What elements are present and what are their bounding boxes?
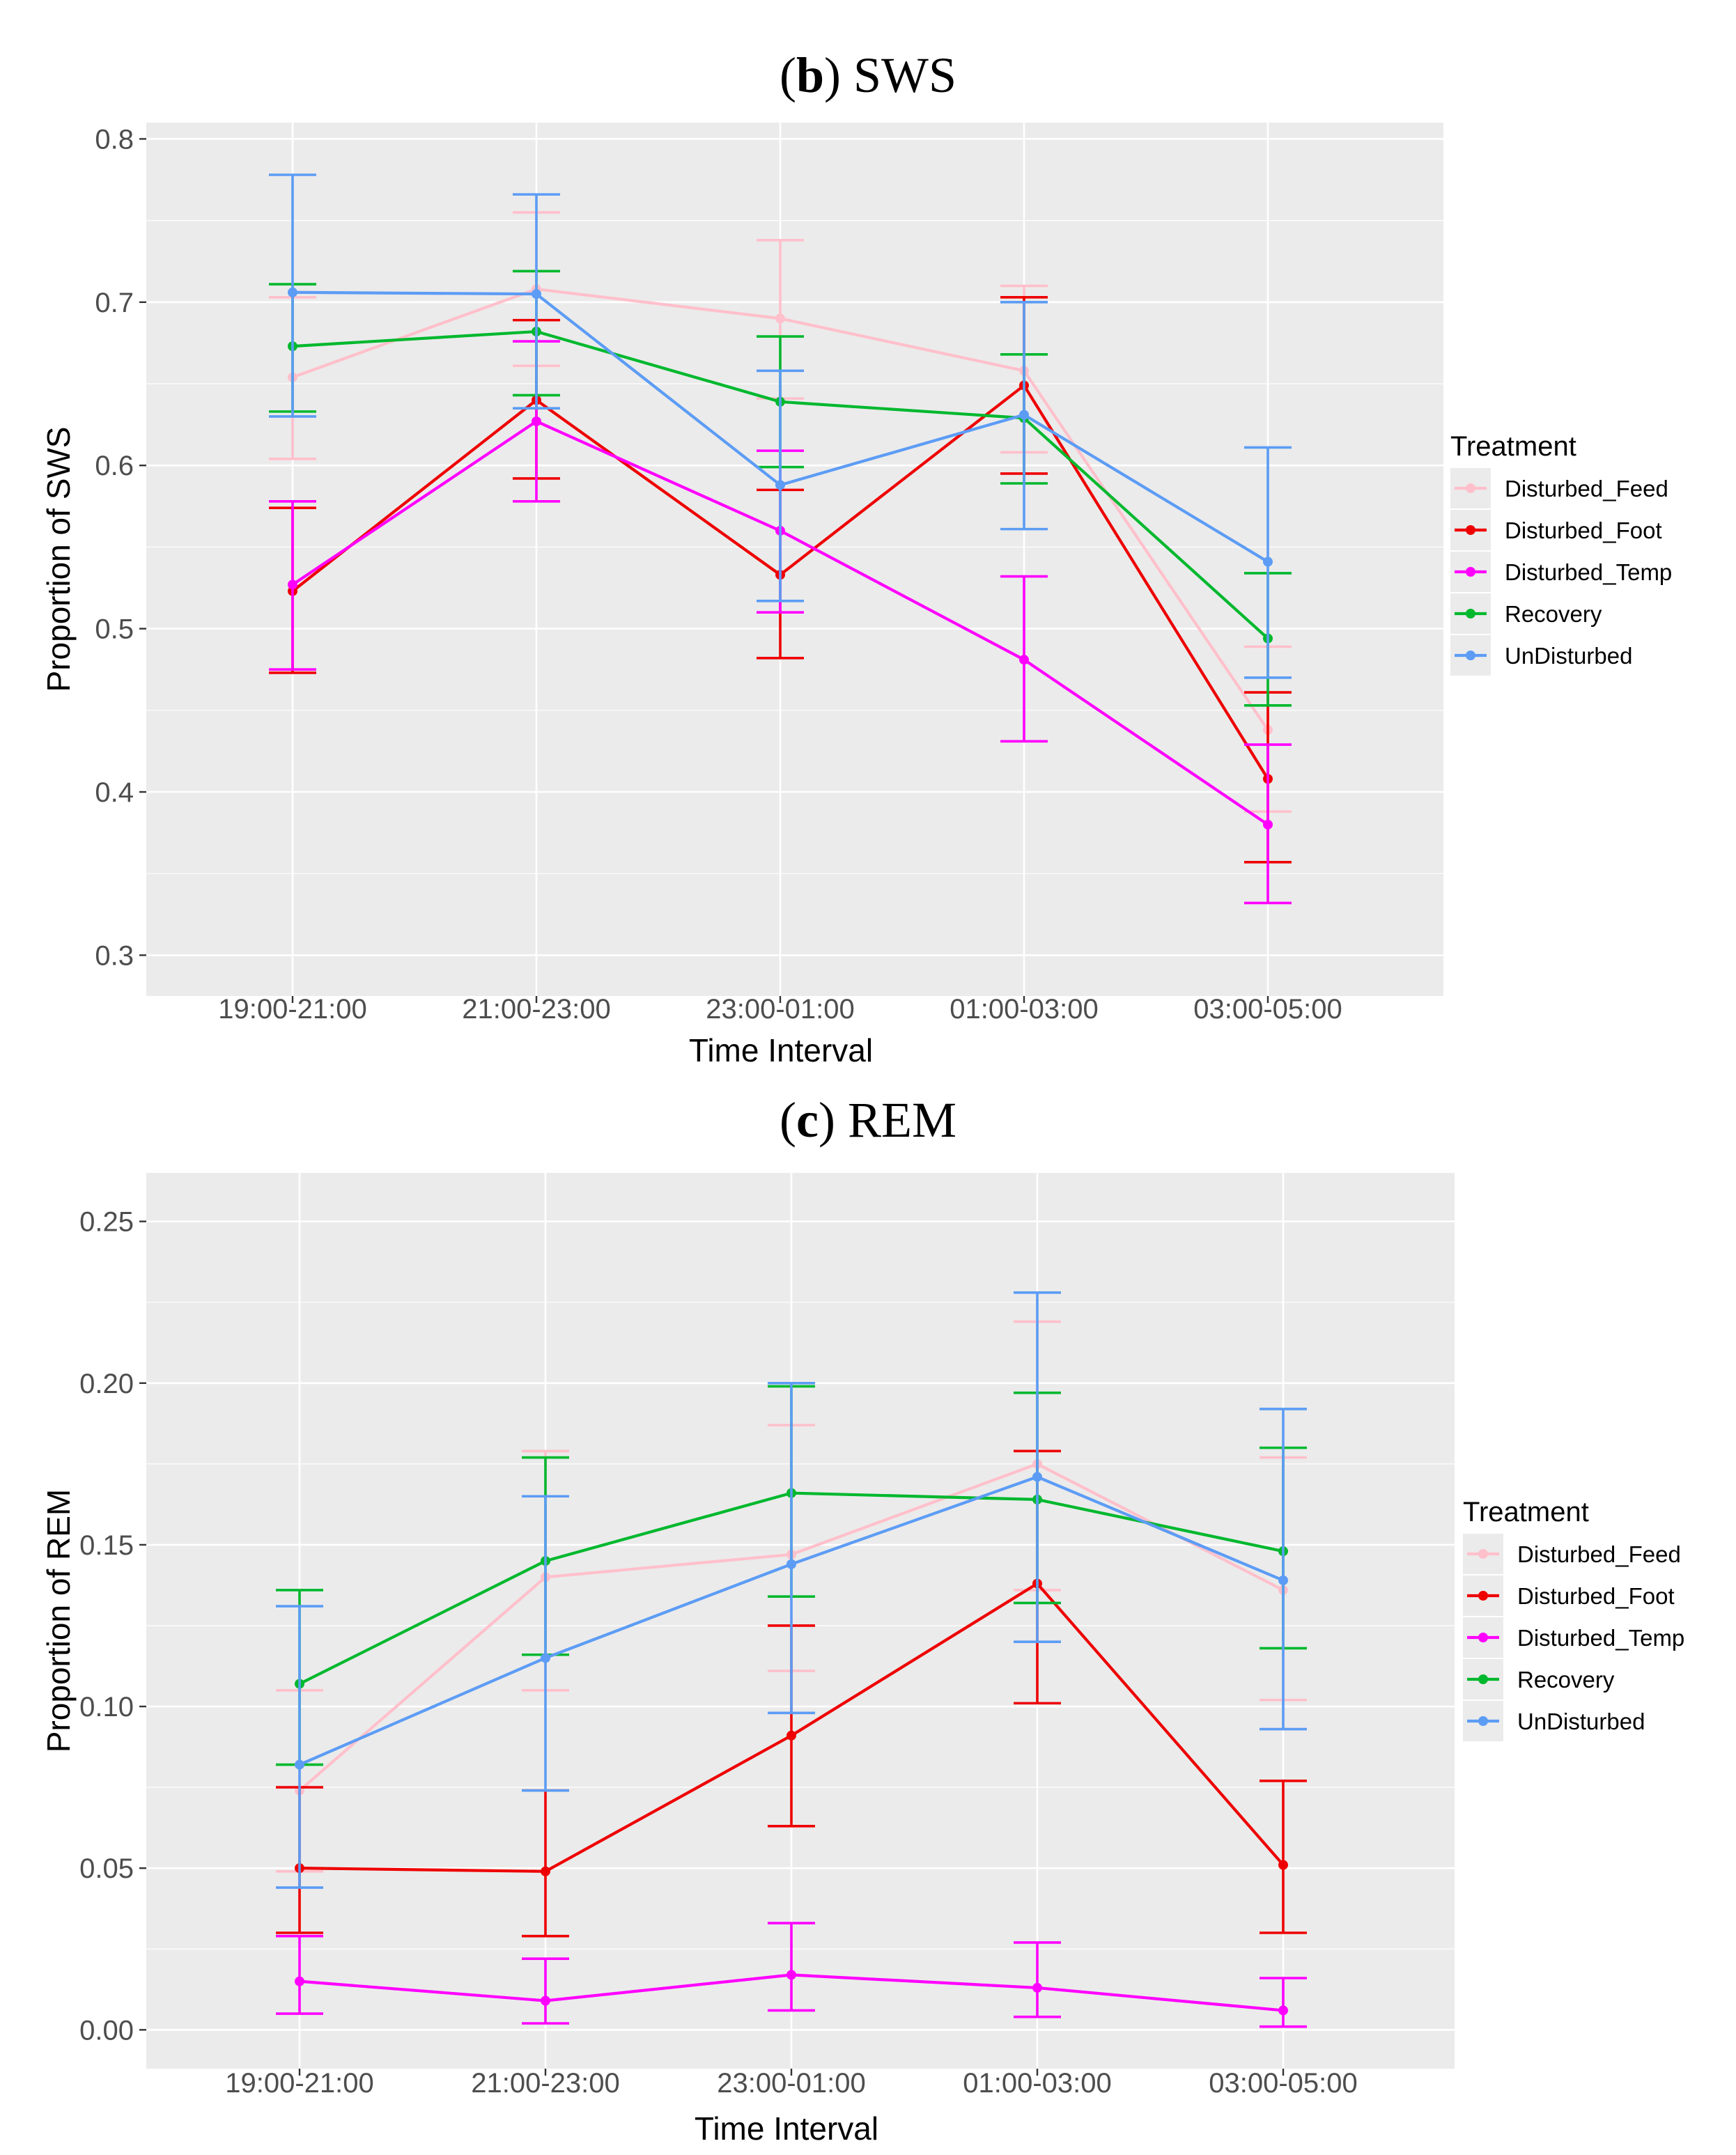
x-tick-label: 23:00-01:00 xyxy=(706,994,855,1025)
legend-key-point xyxy=(1478,1633,1488,1642)
y-tick-label: 0.10 xyxy=(79,1692,134,1722)
sws-chart: 0.3 0.4 0.5 0.6 0.7 0.8 19:00-21:00 21:00-23:00… xyxy=(40,123,1672,1068)
y-axis-title: Proportion of SWS xyxy=(40,427,77,692)
data-point xyxy=(288,287,297,297)
data-point xyxy=(295,1759,304,1770)
y-tick-label: 0.00 xyxy=(79,2015,134,2046)
panel-b-letter: b xyxy=(796,47,824,103)
x-tick-label: 19:00-21:00 xyxy=(218,994,367,1025)
y-tick-label: 0.8 xyxy=(95,124,134,155)
y-tick-label: 0.5 xyxy=(95,614,134,645)
legend-key-point xyxy=(1466,609,1475,619)
data-point xyxy=(1263,819,1273,830)
rem-chart: 0.00 0.05 0.10 0.15 0.20 0.25 19:00-21:00 21:00… xyxy=(40,1173,1684,2147)
legend-title: Treatment xyxy=(1450,431,1576,462)
series-undisturbed xyxy=(269,173,1292,679)
data-point xyxy=(288,579,297,590)
data-point xyxy=(786,1970,796,1980)
data-point xyxy=(786,1559,796,1569)
y-tick-label: 0.4 xyxy=(95,777,134,808)
data-point xyxy=(541,1866,550,1876)
data-point xyxy=(1263,557,1273,567)
legend-key-point xyxy=(1478,1549,1488,1559)
data-point xyxy=(532,289,541,299)
y-tick-label: 0.3 xyxy=(95,940,134,971)
data-point xyxy=(775,313,785,324)
series-disturbed-temp xyxy=(276,1922,1307,2028)
legend-key-point xyxy=(1466,483,1475,493)
x-tick-label: 01:00-03:00 xyxy=(950,994,1099,1025)
y-tick-label: 0.20 xyxy=(79,1369,134,1399)
x-tick-label: 21:00-23:00 xyxy=(462,994,611,1025)
legend-label: Recovery xyxy=(1505,601,1602,627)
x-tick-label: 23:00-01:00 xyxy=(717,2068,866,2099)
legend-label: UnDisturbed xyxy=(1505,643,1632,669)
panel-b-name: SWS xyxy=(853,47,956,103)
data-point xyxy=(541,1653,550,1663)
data-point xyxy=(786,1730,796,1741)
panel-c-title: (c) REM xyxy=(780,1092,956,1148)
data-point xyxy=(541,1995,550,2006)
legend-key-point xyxy=(1478,1716,1488,1726)
legend-label: UnDisturbed xyxy=(1517,1709,1645,1734)
legend-key-point xyxy=(1466,651,1475,660)
panel-c-letter: c xyxy=(796,1092,819,1148)
data-point xyxy=(775,480,785,490)
panel-b-title: (b) SWS xyxy=(780,47,956,103)
y-tick-label: 0.6 xyxy=(95,451,134,481)
x-tick-label: 03:00-05:00 xyxy=(1209,2068,1358,2099)
data-point xyxy=(1019,410,1029,420)
legend-label: Disturbed_Temp xyxy=(1517,1625,1684,1651)
data-point xyxy=(295,1976,304,1986)
x-axis-title: Time Interval xyxy=(695,2110,878,2147)
plot-panel xyxy=(146,1173,1455,2069)
x-tick-label: 01:00-03:00 xyxy=(963,2068,1112,2099)
legend-key-point xyxy=(1466,567,1475,577)
legend-title: Treatment xyxy=(1463,1497,1589,1527)
legend-label: Disturbed_Temp xyxy=(1505,559,1672,585)
x-tick-label: 03:00-05:00 xyxy=(1193,994,1342,1025)
legend-label: Disturbed_Feed xyxy=(1505,476,1668,501)
legend: Treatment Disturbed_Feed Disturbed_Foot Dis… xyxy=(1450,431,1672,676)
legend-key-point xyxy=(1478,1674,1488,1684)
panel-c-name: REM xyxy=(848,1092,956,1148)
data-point xyxy=(1278,1575,1288,1585)
data-point xyxy=(1019,655,1029,665)
legend-label: Disturbed_Foot xyxy=(1517,1583,1675,1609)
data-point xyxy=(532,416,541,426)
series-undisturbed xyxy=(276,1291,1307,1889)
data-point xyxy=(1032,1472,1042,1482)
legend-key-point xyxy=(1466,525,1475,535)
legend-key-point xyxy=(1478,1591,1488,1601)
data-point xyxy=(1278,1860,1288,1870)
y-tick-label: 0.25 xyxy=(79,1207,134,1238)
data-point xyxy=(1278,2005,1288,2016)
legend-label: Disturbed_Foot xyxy=(1505,518,1662,543)
y-tick-label: 0.7 xyxy=(95,288,134,318)
legend-label: Disturbed_Feed xyxy=(1517,1541,1681,1567)
x-tick-label: 19:00-21:00 xyxy=(225,2068,374,2099)
x-axis-title: Time Interval xyxy=(689,1032,873,1068)
x-tick-label: 21:00-23:00 xyxy=(471,2068,620,2099)
legend: Treatment Disturbed_Feed Disturbed_Foot Dis… xyxy=(1463,1497,1684,1741)
y-tick-label: 0.15 xyxy=(79,1530,134,1561)
y-tick-label: 0.05 xyxy=(79,1853,134,1884)
data-point xyxy=(1032,1982,1042,1993)
legend-label: Recovery xyxy=(1517,1667,1615,1693)
y-axis-title: Proportion of REM xyxy=(40,1489,77,1752)
plot-panel xyxy=(146,123,1443,996)
